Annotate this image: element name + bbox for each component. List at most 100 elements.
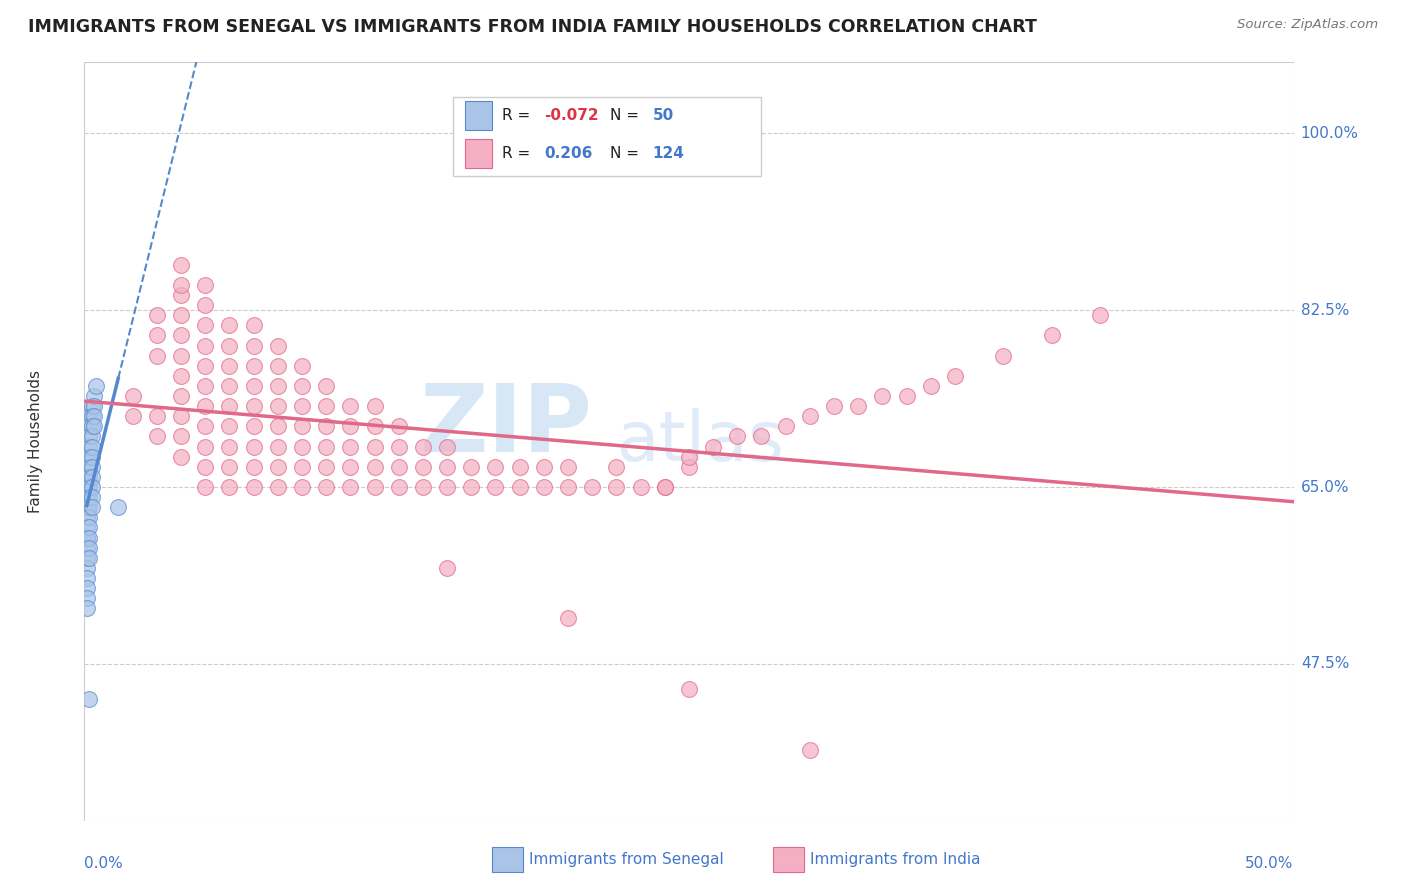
FancyBboxPatch shape bbox=[453, 96, 762, 177]
Point bbox=[412, 459, 434, 474]
Point bbox=[83, 399, 105, 413]
Point bbox=[80, 470, 103, 484]
Point bbox=[267, 359, 290, 373]
Point bbox=[76, 531, 98, 545]
Point bbox=[363, 419, 385, 434]
Point bbox=[678, 459, 700, 474]
Point bbox=[76, 601, 98, 615]
Point bbox=[80, 409, 103, 424]
Point bbox=[339, 459, 361, 474]
Point bbox=[194, 459, 217, 474]
Point bbox=[170, 258, 193, 272]
Point bbox=[412, 440, 434, 454]
Point bbox=[218, 318, 240, 333]
Point bbox=[77, 480, 100, 494]
Point bbox=[76, 581, 98, 595]
Point bbox=[702, 440, 724, 454]
Point bbox=[678, 450, 700, 464]
Point bbox=[146, 409, 169, 424]
Point bbox=[291, 440, 314, 454]
Point bbox=[83, 409, 105, 424]
Point bbox=[315, 459, 337, 474]
Point bbox=[76, 470, 98, 484]
Text: ZIP: ZIP bbox=[419, 380, 592, 473]
Point bbox=[242, 459, 264, 474]
Point bbox=[799, 743, 821, 757]
Text: 65.0%: 65.0% bbox=[1301, 480, 1350, 494]
Point bbox=[80, 500, 103, 515]
Point bbox=[194, 338, 217, 352]
Text: Family Households: Family Households bbox=[28, 370, 44, 513]
Point bbox=[484, 480, 506, 494]
Bar bbox=[465, 139, 492, 168]
Point bbox=[242, 399, 264, 413]
Point bbox=[654, 480, 676, 494]
Text: -0.072: -0.072 bbox=[544, 108, 599, 123]
Text: 0.0%: 0.0% bbox=[84, 856, 124, 871]
Point bbox=[1088, 308, 1111, 322]
Point bbox=[315, 440, 337, 454]
Point bbox=[242, 338, 264, 352]
Point bbox=[436, 480, 458, 494]
Text: N =: N = bbox=[610, 146, 644, 161]
Point bbox=[77, 520, 100, 534]
Point bbox=[170, 277, 193, 292]
Point bbox=[170, 429, 193, 443]
Point bbox=[267, 440, 290, 454]
Point bbox=[605, 459, 627, 474]
Point bbox=[80, 419, 103, 434]
Text: Immigrants from Senegal: Immigrants from Senegal bbox=[529, 853, 724, 867]
Point bbox=[170, 409, 193, 424]
Point bbox=[76, 541, 98, 555]
Point bbox=[388, 459, 411, 474]
Point bbox=[83, 419, 105, 434]
Point bbox=[388, 480, 411, 494]
Point bbox=[943, 368, 966, 383]
Point bbox=[315, 480, 337, 494]
Point bbox=[388, 440, 411, 454]
Point bbox=[1040, 328, 1063, 343]
Text: 124: 124 bbox=[652, 146, 685, 161]
Point bbox=[218, 399, 240, 413]
Point bbox=[436, 459, 458, 474]
Point bbox=[363, 459, 385, 474]
Text: 82.5%: 82.5% bbox=[1301, 302, 1350, 318]
Point bbox=[146, 328, 169, 343]
Point bbox=[170, 368, 193, 383]
Point bbox=[460, 459, 482, 474]
Point bbox=[76, 510, 98, 524]
Point bbox=[533, 480, 555, 494]
Point bbox=[605, 480, 627, 494]
Point bbox=[194, 480, 217, 494]
Point bbox=[77, 470, 100, 484]
Point bbox=[920, 379, 942, 393]
Point bbox=[77, 429, 100, 443]
Point bbox=[363, 480, 385, 494]
Point bbox=[823, 399, 845, 413]
Point bbox=[218, 480, 240, 494]
Point bbox=[339, 419, 361, 434]
Text: IMMIGRANTS FROM SENEGAL VS IMMIGRANTS FROM INDIA FAMILY HOUSEHOLDS CORRELATION C: IMMIGRANTS FROM SENEGAL VS IMMIGRANTS FR… bbox=[28, 18, 1038, 36]
Point bbox=[77, 500, 100, 515]
Point bbox=[146, 308, 169, 322]
Point bbox=[291, 480, 314, 494]
Point bbox=[896, 389, 918, 403]
Point bbox=[218, 359, 240, 373]
Text: Source: ZipAtlas.com: Source: ZipAtlas.com bbox=[1237, 18, 1378, 31]
Point bbox=[315, 399, 337, 413]
Point bbox=[436, 561, 458, 575]
Point bbox=[80, 429, 103, 443]
Text: N =: N = bbox=[610, 108, 644, 123]
Point bbox=[80, 480, 103, 494]
Point bbox=[80, 490, 103, 504]
Point bbox=[194, 298, 217, 312]
Point bbox=[242, 379, 264, 393]
Point bbox=[77, 541, 100, 555]
Point bbox=[76, 550, 98, 565]
Point bbox=[267, 459, 290, 474]
Point bbox=[218, 419, 240, 434]
Point bbox=[146, 429, 169, 443]
Point bbox=[725, 429, 748, 443]
Point bbox=[77, 409, 100, 424]
Point bbox=[557, 459, 579, 474]
